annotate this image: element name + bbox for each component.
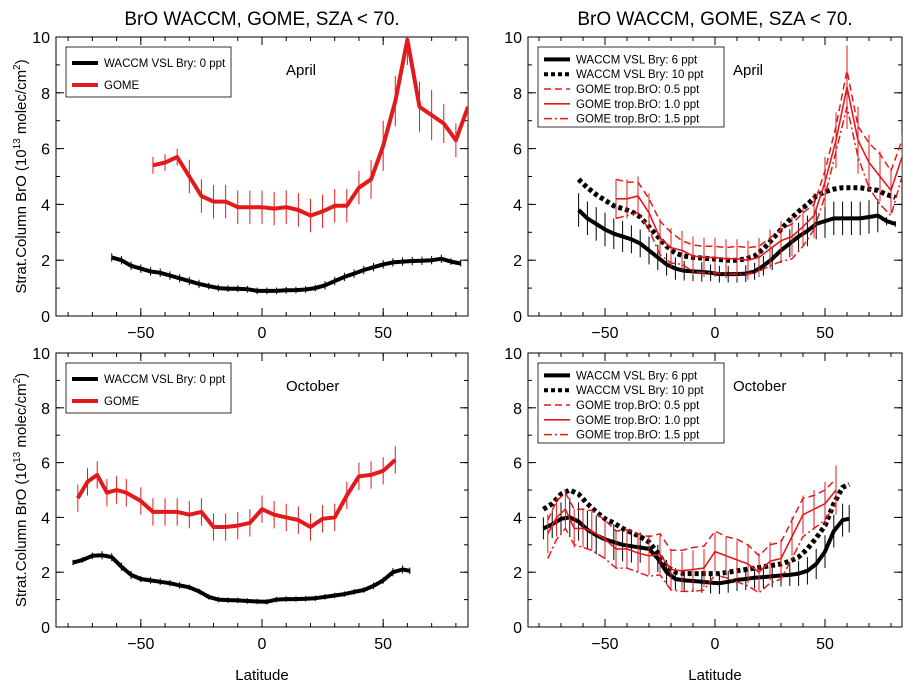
legend-label: WACCM VSL Bry: 10 ppt — [576, 385, 704, 397]
y-tick-label: 10 — [504, 346, 522, 363]
y-tick-label: 6 — [41, 456, 50, 473]
y-tick-label: 0 — [41, 309, 50, 326]
legend-label: GOME trop.BrO: 1.0 ppt — [576, 415, 700, 427]
x-tick-label: 50 — [816, 636, 834, 653]
panel-april-right: BrO WACCM, GOME, SZA < 70. 0 2 4 6 8 10 −50 0 50 W… — [504, 9, 902, 342]
y-tick-label: 8 — [41, 86, 50, 103]
legend-label: GOME — [104, 396, 139, 408]
y-axis-label: Strat.Column BrO (1013 molec/cm2) — [12, 59, 30, 293]
legend-box — [66, 47, 231, 97]
x-tick-label: −50 — [591, 325, 618, 342]
panel-month-label: October — [733, 378, 786, 395]
x-tick-label: 0 — [711, 636, 720, 653]
legend-label: GOME trop.BrO: 0.5 ppt — [576, 84, 700, 96]
y-tick-label: 10 — [32, 346, 50, 363]
chart-title: BrO WACCM, GOME, SZA < 70. — [577, 9, 852, 30]
x-axis-label: Latitude — [235, 667, 288, 684]
y-tick-label: 4 — [41, 197, 50, 214]
y-tick-label: 0 — [513, 309, 522, 326]
series-line — [112, 257, 461, 291]
x-tick-label: 50 — [816, 325, 834, 342]
legend-label: WACCM VSL Bry: 10 ppt — [576, 69, 704, 81]
legend-label: GOME trop.BrO: 1.5 ppt — [576, 430, 700, 442]
x-tick-label: 50 — [374, 325, 392, 342]
x-tick-label: 0 — [258, 325, 267, 342]
y-tick-label: 8 — [513, 401, 522, 418]
panel-april-left: BrO WACCM, GOME, SZA < 70. 0 2 4 6 8 10 −50 0 50 S… — [12, 9, 468, 342]
plot-area — [543, 465, 849, 594]
legend-label: GOME — [104, 80, 139, 92]
x-tick-label: −50 — [127, 636, 154, 653]
x-tick-label: −50 — [127, 325, 154, 342]
panel-month-label: April — [286, 62, 316, 79]
panel-month-label: April — [733, 62, 763, 79]
y-tick-label: 0 — [41, 620, 50, 637]
y-tick-label: 4 — [513, 510, 522, 527]
chart-title: BrO WACCM, GOME, SZA < 70. — [124, 9, 399, 30]
y-tick-label: 6 — [513, 142, 522, 159]
y-tick-label: 10 — [32, 30, 50, 47]
y-tick-label: 10 — [504, 30, 522, 47]
y-tick-label: 4 — [41, 510, 50, 527]
legend-label: GOME trop.BrO: 1.0 ppt — [576, 99, 700, 111]
legend-label: GOME trop.BrO: 0.5 ppt — [576, 400, 700, 412]
x-tick-label: −50 — [591, 636, 618, 653]
x-axis-label: Latitude — [688, 667, 741, 684]
series-line — [73, 555, 410, 602]
series-line — [548, 479, 836, 556]
legend-label: WACCM VSL Bry: 6 ppt — [576, 370, 698, 382]
legend-label: WACCM VSL Bry: 6 ppt — [576, 54, 698, 66]
legend-label: WACCM VSL Bry: 0 ppt — [104, 58, 226, 70]
x-tick-label: 0 — [258, 636, 267, 653]
y-tick-label: 2 — [41, 565, 50, 582]
legend-label: WACCM VSL Bry: 0 ppt — [104, 374, 226, 386]
y-axis-label: Strat.Column BrO (1013 molec/cm2) — [12, 373, 30, 607]
panel-october-left: 0 2 4 6 8 10 −50 0 50 Latitude Strat.Column BrO (1… — [12, 346, 468, 684]
series-line — [78, 460, 396, 527]
y-tick-label: 4 — [513, 197, 522, 214]
y-tick-label: 8 — [513, 86, 522, 103]
y-tick-label: 2 — [41, 253, 50, 270]
plot-area — [73, 446, 410, 604]
x-tick-label: 0 — [711, 325, 720, 342]
y-tick-label: 2 — [513, 565, 522, 582]
x-tick-label: 50 — [374, 636, 392, 653]
y-tick-label: 8 — [41, 401, 50, 418]
panel-month-label: October — [286, 378, 339, 395]
legend-label: GOME trop.BrO: 1.5 ppt — [576, 114, 700, 126]
panel-october-right: 0 2 4 6 8 10 −50 0 50 Latitude WACCM VSL Bry: 6 pp… — [504, 346, 902, 684]
y-tick-label: 6 — [513, 456, 522, 473]
y-tick-label: 2 — [513, 253, 522, 270]
y-tick-label: 0 — [513, 620, 522, 637]
legend-box — [66, 363, 231, 413]
y-tick-label: 6 — [41, 142, 50, 159]
